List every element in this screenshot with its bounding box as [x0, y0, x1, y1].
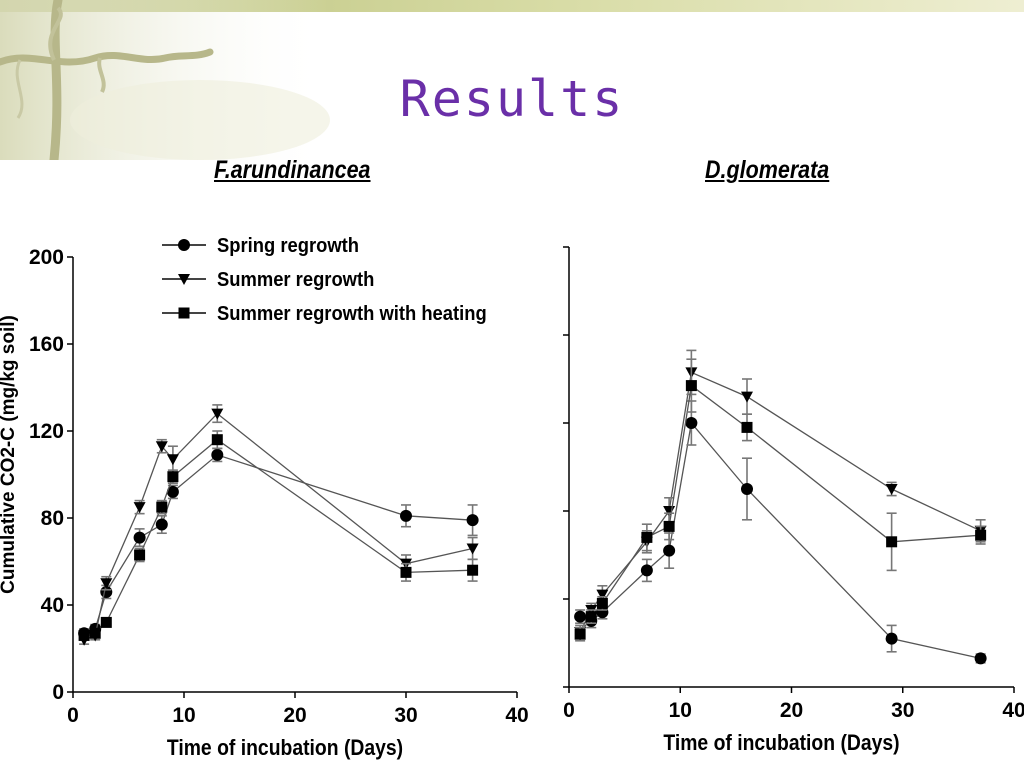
- x-tick-label: 30: [891, 699, 914, 722]
- data-point: [574, 628, 586, 640]
- x-tick-label: 20: [780, 699, 803, 722]
- chart-d-glomerata: 0 10 20 30 40 Time of incubation (Days): [563, 246, 1024, 755]
- y-axis-label: Cumulative CO2-C (mg/kg soil): [0, 315, 19, 594]
- x-tick-label: 10: [172, 704, 195, 727]
- data-point: [166, 485, 179, 498]
- data-point: [133, 531, 146, 544]
- x-tick-label: 40: [1002, 699, 1024, 722]
- data-point: [133, 502, 146, 514]
- data-point: [975, 529, 987, 541]
- data-point: [596, 589, 609, 601]
- data-point: [89, 627, 101, 639]
- data-point: [974, 652, 987, 665]
- data-point: [400, 566, 412, 578]
- data-point: [155, 441, 168, 453]
- legend-marker: [178, 307, 190, 319]
- data-point: [467, 564, 479, 576]
- plot-title-left: F.arundinancea: [214, 156, 371, 184]
- data-point: [100, 578, 113, 590]
- series-line: [83, 412, 473, 641]
- data-point: [574, 610, 587, 623]
- series-3: [574, 358, 987, 642]
- data-point: [641, 531, 653, 543]
- x-tick-label: 0: [67, 704, 79, 727]
- data-point: [211, 448, 224, 461]
- data-point: [78, 629, 90, 641]
- data-point: [211, 408, 224, 420]
- data-point: [466, 514, 479, 527]
- data-point: [663, 544, 676, 557]
- legend-marker: [178, 274, 190, 285]
- x-tick-label: 10: [669, 699, 692, 722]
- y-tick-label: 200: [29, 246, 64, 269]
- x-axis-label: Time of incubation (Days): [663, 731, 899, 755]
- data-point: [134, 549, 146, 561]
- data-point: [156, 501, 168, 513]
- x-tick-label: 20: [283, 704, 306, 727]
- series-line: [579, 384, 981, 635]
- data-point: [211, 434, 223, 446]
- series-line: [83, 454, 473, 634]
- data-point: [155, 518, 168, 531]
- y-tick-label: 0: [52, 681, 64, 704]
- data-point: [885, 484, 898, 495]
- x-tick-label: 30: [394, 704, 417, 727]
- y-tick-label: 80: [41, 507, 64, 530]
- data-point: [741, 391, 753, 403]
- plot-title-right: D.glomerata: [705, 156, 830, 184]
- legend-label: Summer regrowth: [217, 269, 374, 291]
- slide-title: Results: [399, 70, 625, 128]
- legend-marker: [178, 239, 190, 251]
- data-point: [885, 632, 898, 645]
- data-point: [640, 564, 653, 577]
- series-2: [78, 404, 479, 646]
- vine-decor-icon: [0, 0, 330, 160]
- legend-label: Spring regrowth: [217, 235, 359, 257]
- data-point: [167, 471, 179, 483]
- data-point: [741, 483, 753, 495]
- chart-f-arundinancea: 0 10 20 30 40 0 40 80 120 160 200 Time of incubatio…: [0, 235, 529, 760]
- data-point: [400, 509, 412, 522]
- series-line: [579, 371, 981, 633]
- x-axis-label: Time of incubation (Days): [167, 736, 403, 760]
- data-point: [166, 454, 179, 466]
- data-point: [886, 536, 898, 548]
- data-point: [466, 543, 479, 555]
- data-point: [685, 380, 697, 392]
- data-point: [741, 421, 753, 433]
- series-3: [78, 430, 479, 641]
- x-tick-label: 40: [505, 704, 528, 727]
- data-point: [685, 417, 698, 429]
- data-point: [663, 520, 675, 532]
- legend-label: Summer regrowth with heating: [217, 303, 487, 325]
- data-point: [100, 616, 112, 628]
- series-2: [574, 349, 987, 640]
- data-point: [585, 611, 597, 623]
- y-tick-label: 120: [29, 420, 64, 443]
- x-tick-label: 0: [563, 699, 575, 722]
- legend: Spring regrowth Summer regrowth Summer reg…: [162, 235, 487, 325]
- series-1: [78, 447, 479, 640]
- y-tick-label: 160: [29, 333, 64, 356]
- series-1: [574, 400, 987, 665]
- series-line: [579, 421, 981, 660]
- y-tick-label: 40: [41, 594, 64, 617]
- data-point: [596, 597, 608, 609]
